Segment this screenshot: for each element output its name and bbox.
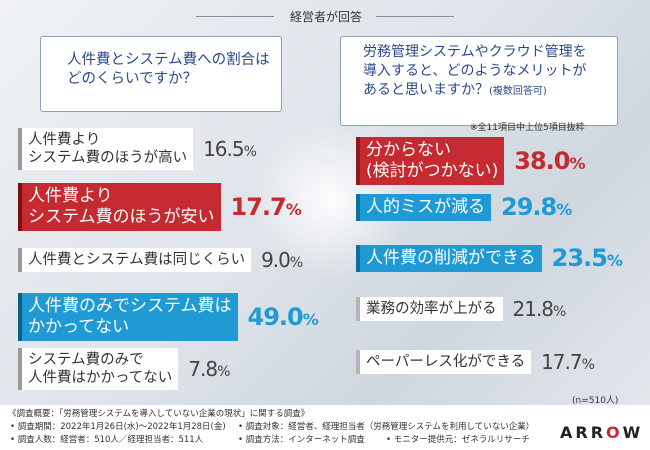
bar-label-line: 人件費より <box>28 186 113 206</box>
header-line-left <box>196 16 274 17</box>
question-2-line: あると思いますか？ <box>363 82 489 98</box>
survey-footer: 《調査概要：「労務管理システムを導入していない企業の現状」に関する調査》 • 調… <box>0 405 650 450</box>
bar-label: ペーパーレス化ができる <box>356 350 532 374</box>
bar-row: 人件費とシステム費は同じくらい 9.0% <box>18 248 303 272</box>
bar-value-unit: % <box>569 154 585 173</box>
bar-value-number: 7.8 <box>188 357 218 381</box>
question-2-line: 導入すると、どのようなメリットが <box>363 63 587 79</box>
selection-note: ※全11項目中上位5項目抜粋 <box>470 123 585 133</box>
bar-label: 人件費の削減ができる <box>356 244 542 272</box>
bar-row: 人件費の削減ができる 23.5% <box>356 244 623 272</box>
bar-value-number: 17.7 <box>230 193 287 221</box>
bar-value-unit: % <box>302 310 319 329</box>
survey-count: • 調査人数：経営者：510人／経理担当者：511人 <box>10 435 204 445</box>
bar-value-number: 9.0 <box>261 248 291 272</box>
bar-value-unit: % <box>285 200 302 219</box>
bar-label-line: システム費のほうが高い <box>28 150 188 166</box>
bar-label: 人件費のみでシステム費は かかってない <box>18 293 238 341</box>
bar-label-line: 業務の効率が上がる <box>366 301 497 317</box>
bar-row: ペーパーレス化ができる 17.7% <box>356 350 595 374</box>
question-1-box: 人件費とシステム費への割合は どのくらいですか？ <box>40 36 282 112</box>
bar-label: 人的ミスが減る <box>356 193 491 221</box>
bar-row: 人的ミスが減る 29.8% <box>356 193 572 221</box>
survey-period: • 調査期間：2022年1月26日(水)〜2022年1月28日(金) <box>10 422 226 432</box>
bar-value-number: 17.7 <box>541 350 583 374</box>
header-line-right <box>376 16 454 17</box>
bar-value-unit: % <box>243 144 257 160</box>
bar-label-line: 人件費はかかってない <box>28 370 173 386</box>
bar-label: システム費のみで人件費はかかってない <box>18 348 179 390</box>
question-1-line: どのくらいですか？ <box>67 71 198 87</box>
bar-row: 分からない (検討がつかない) 38.0% <box>356 137 586 185</box>
bar-value: 29.8% <box>501 193 572 221</box>
bar-value: 49.0% <box>247 303 319 331</box>
header-title: 経営者が回答 <box>289 10 362 24</box>
bar-value-number: 38.0 <box>514 147 570 175</box>
bar-label-line: システム費のみで <box>28 352 144 368</box>
bar-label-line: 人件費より <box>28 132 101 148</box>
survey-method: • 調査方法：インターネット調査 <box>238 435 365 445</box>
section-header: 経営者が回答 <box>0 6 650 26</box>
bar-value-number: 29.8 <box>501 193 557 221</box>
bar-value-number: 23.5 <box>551 244 608 272</box>
bar-value-unit: % <box>553 304 566 320</box>
bar-row: 業務の効率が上がる 21.8% <box>356 297 567 321</box>
survey-title: 《調査概要：「労務管理システムを導入していない企業の現状」に関する調査》 <box>8 409 310 419</box>
sample-size-note: (n=510人) <box>572 396 619 406</box>
bar-row: 人件費より システム費のほうが安い 17.7% <box>18 183 302 231</box>
arrow-logo: ARROW <box>560 423 643 442</box>
bar-value: 23.5% <box>551 244 623 272</box>
bar-label-line: 人的ミスが減る <box>366 196 485 217</box>
logo-part: ARR <box>560 423 607 442</box>
bar-value-number: 21.8 <box>512 297 555 321</box>
bar-row: 人件費よりシステム費のほうが高い 16.5% <box>18 128 257 170</box>
bar-label-line: ペーパーレス化ができる <box>366 354 526 370</box>
bar-label-line: (検討がつかない) <box>366 161 499 181</box>
bar-value-unit: % <box>556 200 572 219</box>
bar-label: 業務の効率が上がる <box>356 297 503 321</box>
question-2-box: 労務管理システムやクラウド管理を 導入すると、どのようなメリットが あると思いま… <box>340 36 618 126</box>
bar-value: 7.8% <box>188 357 230 381</box>
bar-value-unit: % <box>606 251 623 270</box>
bar-label-line: 人件費の削減ができる <box>366 247 536 268</box>
bar-value: 17.7% <box>541 350 595 374</box>
bar-label: 分からない (検討がつかない) <box>356 137 505 185</box>
bar-value: 17.7% <box>230 193 302 221</box>
bar-label: 人件費とシステム費は同じくらい <box>18 248 252 272</box>
bar-row: システム費のみで人件費はかかってない 7.8% <box>18 348 230 390</box>
question-2-line: 労務管理システムやクラウド管理を <box>363 44 587 60</box>
bar-value: 21.8% <box>512 297 567 321</box>
survey-provider: • モニター提供元：ゼネラルリサーチ <box>386 435 530 445</box>
bar-value: 16.5% <box>203 137 257 161</box>
bar-label-line: 人件費のみでシステム費は <box>28 296 232 316</box>
bar-value: 9.0% <box>261 248 303 272</box>
bar-label-line: 分からない <box>366 140 451 160</box>
logo-part: W <box>622 423 644 442</box>
bar-label-line: 人件費とシステム費は同じくらい <box>28 252 246 268</box>
bar-value-unit: % <box>289 255 303 271</box>
survey-target: • 調査対象：経営者、経理担当者（労務管理システムを利用していない企業） <box>238 422 535 432</box>
bar-value: 38.0% <box>514 147 585 175</box>
bar-value-number: 16.5 <box>203 137 245 161</box>
logo-part: O <box>606 423 623 442</box>
bar-label-line: システム費のほうが安い <box>28 207 215 227</box>
bar-label: 人件費よりシステム費のほうが高い <box>18 128 194 170</box>
bar-value-unit: % <box>217 364 230 380</box>
bar-value-number: 49.0 <box>247 303 304 331</box>
bar-row: 人件費のみでシステム費は かかってない 49.0% <box>18 293 319 341</box>
bar-value-unit: % <box>581 357 595 373</box>
question-1-line: 人件費とシステム費への割合は <box>67 52 270 68</box>
bar-label-line: かかってない <box>28 317 130 337</box>
question-2-suffix: (複数回答可) <box>489 86 547 97</box>
bar-label: 人件費より システム費のほうが安い <box>18 183 221 231</box>
